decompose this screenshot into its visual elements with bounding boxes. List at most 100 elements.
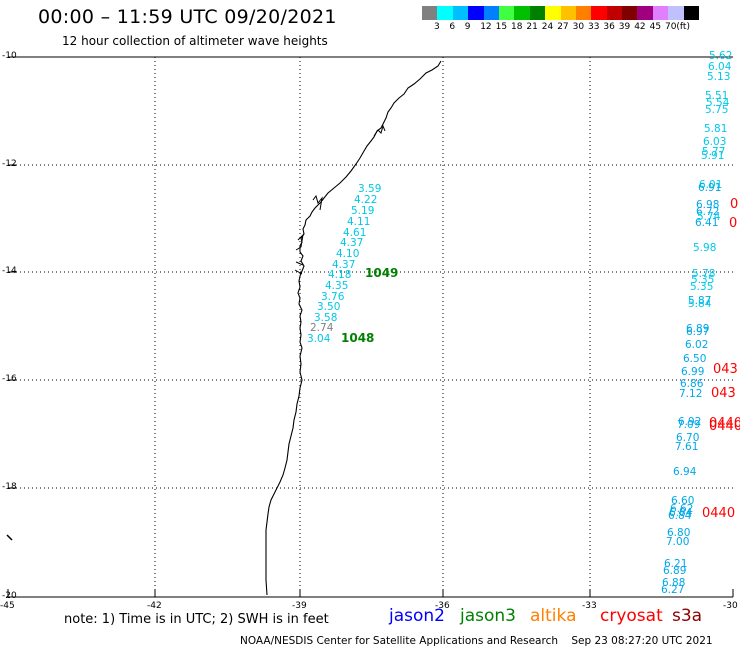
wave-height-value: 6.86 — [680, 378, 704, 390]
wave-height-value: 5.78 — [692, 268, 716, 280]
scale-label: 9 — [464, 22, 471, 32]
pass-number-label: 1049 — [365, 266, 399, 280]
scale-swatch — [529, 6, 546, 20]
wave-height-value: 6.99 — [681, 366, 705, 378]
wave-height-value: 5.62 — [709, 50, 733, 62]
wave-height-value: 6.01 — [699, 179, 723, 191]
satellite-legend-jason3: jason3 — [460, 606, 516, 626]
scale-label: 27 — [557, 22, 569, 32]
wave-height-value: 4.37 — [340, 237, 364, 249]
wave-height-value: 6.84 — [669, 507, 693, 519]
wave-height-value: 6.03 — [703, 136, 727, 148]
wave-height-value: 4.35 — [325, 280, 349, 292]
scale-label: 33 — [588, 22, 600, 32]
wave-height-color-scale — [422, 6, 700, 20]
wave-height-value: 4.18 — [328, 269, 352, 281]
satellite-legend-jason2: jason2 — [389, 606, 445, 626]
wave-height-value: 5.81 — [704, 123, 728, 135]
wave-height-value: 6.04 — [708, 61, 732, 73]
wave-height-value: 6.27 — [661, 584, 685, 596]
cutoff-pass-label: 043 — [713, 362, 738, 377]
credit-timestamp: Sep 23 08:27:20 UTC 2021 — [571, 635, 713, 647]
page-title: 00:00 – 11:59 UTC 09/20/2021 — [38, 6, 337, 28]
wave-height-value: 6.91 — [698, 182, 722, 194]
wave-height-value: 4.22 — [354, 194, 378, 206]
scale-label: 21 — [526, 22, 538, 32]
wave-height-value: 7.61 — [675, 441, 699, 453]
wave-height-value: 5.87 — [688, 295, 712, 307]
wave-height-value: 5.51 — [705, 90, 729, 102]
wave-height-value: 6.21 — [664, 558, 688, 570]
scale-swatch — [560, 6, 576, 20]
scale-label: 45 — [649, 22, 662, 32]
scale-label: 18 — [511, 22, 523, 32]
satellite-legend-s3a: s3a — [672, 606, 703, 626]
scale-label: 3 — [434, 22, 440, 32]
wave-height-value: 3.76 — [321, 291, 345, 303]
wave-height-value: 4.37 — [332, 259, 356, 271]
wave-height-value: 5.84 — [688, 298, 712, 310]
scale-label: 24 — [541, 22, 554, 32]
wave-height-value: 5.91 — [701, 150, 725, 162]
scale-label: 36 — [603, 22, 615, 32]
scale-label: 30 — [572, 22, 585, 32]
longitude-label: -39 — [292, 601, 307, 611]
wave-height-value: 5.35 — [691, 274, 715, 286]
scale-swatch — [422, 6, 438, 20]
scale-swatch — [437, 6, 453, 20]
scale-label: (ft) — [676, 22, 690, 32]
wave-height-value: 5.54 — [706, 97, 730, 109]
wave-height-value: 4.10 — [336, 248, 360, 260]
cutoff-pass-label: 0 — [730, 197, 739, 212]
wave-height-value: 5.75 — [705, 104, 729, 116]
wave-height-value: 7.12 — [679, 388, 703, 400]
map-grid — [7, 56, 734, 598]
wave-height-value: 5.98 — [693, 242, 717, 254]
footer-credit: NOAA/NESDIS Center for Satellite Applica… — [240, 635, 713, 647]
scale-swatch — [591, 6, 607, 20]
wave-height-value: 6.94 — [673, 466, 697, 478]
scale-label: 42 — [634, 22, 646, 32]
latitude-label: -20 — [2, 591, 17, 601]
wave-height-value: 4.11 — [347, 216, 371, 228]
footer-note: note: 1) Time is in UTC; 2) SWH is in fe… — [64, 612, 329, 627]
wave-height-value: 6.88 — [662, 577, 686, 589]
scale-swatch — [652, 6, 669, 20]
scale-swatch — [683, 6, 700, 20]
page-subtitle: 12 hour collection of altimeter wave hei… — [62, 34, 328, 48]
longitude-label: -42 — [147, 601, 162, 611]
wave-height-value: 6.41 — [695, 217, 719, 229]
scale-swatch — [622, 6, 638, 20]
latitude-label: -10 — [2, 51, 17, 61]
scale-swatch — [575, 6, 592, 20]
wave-height-value: 7.09 — [677, 419, 701, 431]
scale-label: 70 — [665, 22, 677, 32]
cutoff-pass-label: 0 — [729, 216, 738, 231]
scale-swatch — [637, 6, 653, 20]
wave-height-value: 6.89 — [686, 323, 710, 335]
cutoff-pass-label: 0440 — [709, 419, 740, 434]
wave-height-value: 6.80 — [667, 527, 691, 539]
scale-swatch — [483, 6, 499, 20]
latitude-label: -16 — [2, 374, 17, 384]
latitude-label: -14 — [2, 266, 17, 276]
scale-swatch — [452, 6, 469, 20]
wave-height-value: 6.60 — [671, 495, 695, 507]
wave-height-value: 4.61 — [343, 227, 367, 239]
scale-swatch — [545, 6, 561, 20]
credit-text: NOAA/NESDIS Center for Satellite Applica… — [240, 635, 558, 647]
wave-height-value: 5.77 — [702, 146, 726, 158]
wave-height-value: 3.04 — [307, 333, 331, 345]
longitude-label: -45 — [0, 601, 15, 611]
wave-height-value: 6.97 — [686, 326, 710, 338]
wave-height-value: 7.00 — [666, 536, 690, 548]
scale-label: 39 — [618, 22, 631, 32]
wave-height-value: 6.84 — [668, 510, 692, 522]
cutoff-pass-label: 0440 — [709, 416, 740, 431]
wave-height-value: 6.92 — [678, 416, 702, 428]
scale-label: 12 — [480, 22, 492, 32]
wave-height-value: 3.59 — [358, 183, 382, 195]
wave-height-value: 3.50 — [317, 301, 341, 313]
wave-height-value: 6.98 — [696, 199, 720, 211]
